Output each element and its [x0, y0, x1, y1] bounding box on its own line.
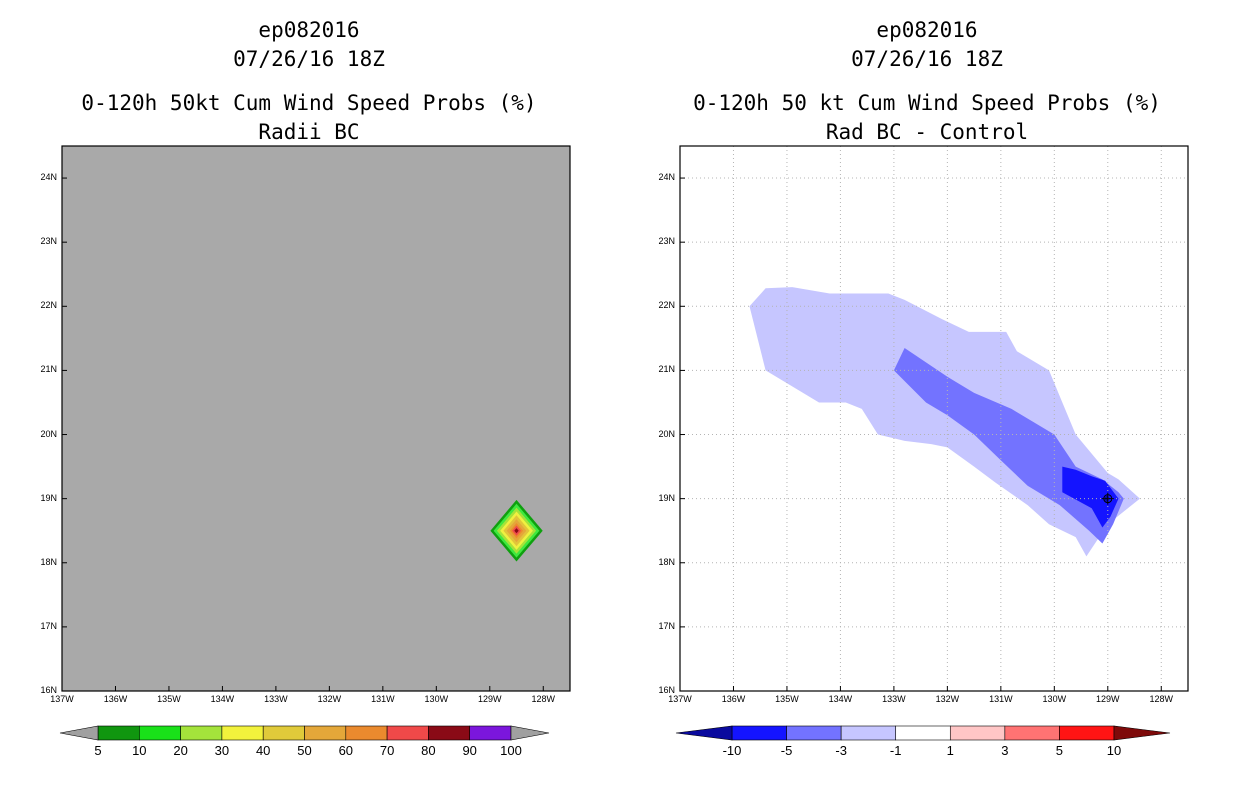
left-colorbar-label-4: 40 [255, 743, 271, 758]
right-colorbar-label-0: -10 [722, 743, 742, 758]
right-colorbar-low-arrow [675, 725, 733, 741]
right-title-date: 07/26/16 18Z [851, 47, 1003, 71]
right-ytick-label-1: 17N [658, 620, 675, 631]
right-ytick-label-7: 23N [658, 236, 675, 247]
right-colorbar-box-0 [731, 725, 787, 741]
left-ytick-label-7: 23N [40, 236, 57, 247]
left-colorbar-label-7: 70 [379, 743, 395, 758]
right-xtick-label-2: 135W [775, 694, 799, 704]
right-ytick-label-3: 19N [658, 492, 675, 503]
right-xtick-label-9: 128W [1149, 694, 1174, 704]
left-colorbar-box-9 [469, 725, 512, 741]
left-colorbar-label-3: 30 [214, 743, 230, 758]
left-colorbar-high-arrow [510, 725, 550, 741]
left-colorbar-label-10: 100 [500, 743, 522, 758]
right-title-storm-id: ep082016 [876, 18, 978, 42]
left-colorbar-box-0 [97, 725, 140, 741]
left-colorbar-box-6 [345, 725, 388, 741]
right-colorbar-box-5 [1004, 725, 1060, 741]
left-colorbar-label-5: 50 [297, 743, 312, 758]
left-ytick-label-5: 21N [40, 364, 57, 375]
right-xtick-label-1: 136W [721, 694, 746, 704]
right-colorbar-box-3 [895, 725, 951, 741]
right-title-subtitle: Rad BC - Control [825, 120, 1029, 144]
left-colorbar-label-1: 10 [132, 743, 147, 758]
left-ytick-label-8: 24N [40, 172, 57, 183]
right-xtick-label-4: 133W [882, 694, 906, 704]
left-xtick-label-3: 134W [210, 694, 235, 704]
left-ytick-label-2: 18N [40, 556, 57, 567]
right-colorbar-label-2: -3 [835, 743, 847, 758]
left-xtick-label-0: 137W [50, 694, 74, 704]
right-xtick-label-5: 132W [935, 694, 960, 704]
right-colorbar-label-3: -1 [889, 743, 902, 758]
right-colorbar-label-4: 1 [946, 743, 954, 758]
left-ytick-label-6: 22N [40, 300, 57, 311]
right-colorbar-high-arrow [1113, 725, 1171, 741]
right-xtick-label-0: 137W [668, 694, 692, 704]
right-ytick-label-6: 22N [658, 300, 675, 311]
right-title-product: 0-120h 50 kt Cum Wind Speed Probs (%) [693, 91, 1161, 115]
left-colorbar-box-7 [386, 725, 429, 741]
right-colorbar-box-4 [949, 725, 1006, 741]
right-ytick-label-8: 24N [658, 172, 675, 183]
left-xtick-label-7: 130W [424, 694, 449, 704]
left-title-subtitle: Radii BC [258, 120, 360, 144]
right-colorbar-label-1: -5 [780, 743, 793, 758]
left-colorbar-low-arrow [59, 725, 99, 741]
left-plot-background [62, 146, 570, 691]
right-colorbar-box-2 [840, 725, 897, 741]
left-xtick-label-2: 135W [157, 694, 181, 704]
right-contour-2 [1062, 466, 1119, 528]
right-xtick-label-6: 131W [989, 694, 1013, 704]
left-ytick-label-0: 16N [40, 685, 57, 695]
left-colorbar-box-8 [428, 725, 470, 741]
right-contour-1 [893, 348, 1124, 544]
right-ytick-label-5: 21N [658, 364, 675, 375]
left-colorbar-label-6: 60 [338, 743, 354, 758]
left-title-storm-id: ep082016 [258, 18, 360, 42]
right-colorbar-box-6 [1059, 725, 1115, 741]
left-colorbar-box-1 [139, 725, 181, 741]
right-colorbar-label-7: 10 [1106, 743, 1122, 758]
right-xtick-label-8: 129W [1096, 694, 1120, 704]
left-xtick-label-9: 128W [531, 694, 556, 704]
left-colorbar-label-2: 20 [173, 743, 188, 758]
left-colorbar-box-3 [221, 725, 264, 741]
left-colorbar-box-5 [304, 725, 347, 741]
left-colorbar-label-0: 5 [94, 743, 102, 758]
right-plot-frame [679, 145, 1189, 692]
left-xtick-label-4: 133W [264, 694, 288, 704]
right-xtick-label-7: 130W [1042, 694, 1067, 704]
left-colorbar-label-8: 80 [421, 743, 436, 758]
left-prob-layer-8 [514, 528, 519, 534]
left-title-date: 07/26/16 18Z [233, 47, 385, 71]
right-colorbar-label-6: 5 [1055, 743, 1064, 758]
left-colorbar-label-9: 90 [462, 743, 477, 758]
left-xtick-label-6: 131W [371, 694, 395, 704]
right-colorbar-label-5: 3 [1001, 743, 1009, 758]
right-ytick-label-4: 20N [658, 428, 675, 439]
left-ytick-label-1: 17N [40, 620, 57, 631]
left-plot-frame [61, 145, 571, 692]
left-title-product: 0-120h 50kt Cum Wind Speed Probs (%) [81, 91, 537, 115]
left-xtick-label-1: 136W [103, 694, 128, 704]
left-xtick-label-5: 132W [317, 694, 342, 704]
left-ytick-label-3: 19N [40, 492, 57, 503]
left-colorbar-box-4 [262, 725, 305, 741]
left-colorbar-box-2 [180, 725, 223, 741]
right-ytick-label-2: 18N [658, 556, 675, 567]
right-xtick-label-3: 134W [828, 694, 853, 704]
left-ytick-label-4: 20N [40, 428, 57, 439]
right-ytick-label-0: 16N [658, 685, 675, 695]
right-colorbar-box-1 [786, 725, 842, 741]
left-xtick-label-8: 129W [478, 694, 502, 704]
